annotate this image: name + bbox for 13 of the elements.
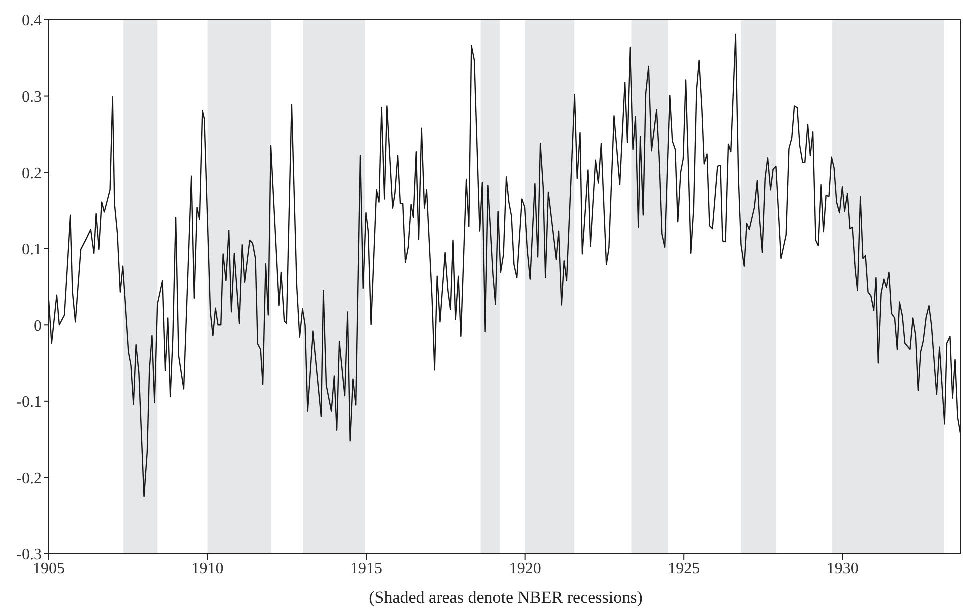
y-tick-label: 0.2 [22,165,42,182]
x-tick-label: 1910 [192,560,224,578]
text: (Shaded areas denote NBER recessions) [368,588,644,608]
x-tick-label: 1925 [668,560,700,578]
y-tick-label: 0.3 [22,88,42,106]
y-tick-label: -0.2 [16,470,42,488]
y-tick-label: -0.1 [16,394,42,412]
x-tick-label: 1930 [826,560,859,578]
y-tick-label: 0.4 [22,12,42,30]
x-tick-label: 1915 [350,560,383,578]
y-tick-label: 0 [34,318,42,335]
y-tick-label: 0.1 [22,242,42,259]
x-tick-label: 1920 [509,560,542,578]
